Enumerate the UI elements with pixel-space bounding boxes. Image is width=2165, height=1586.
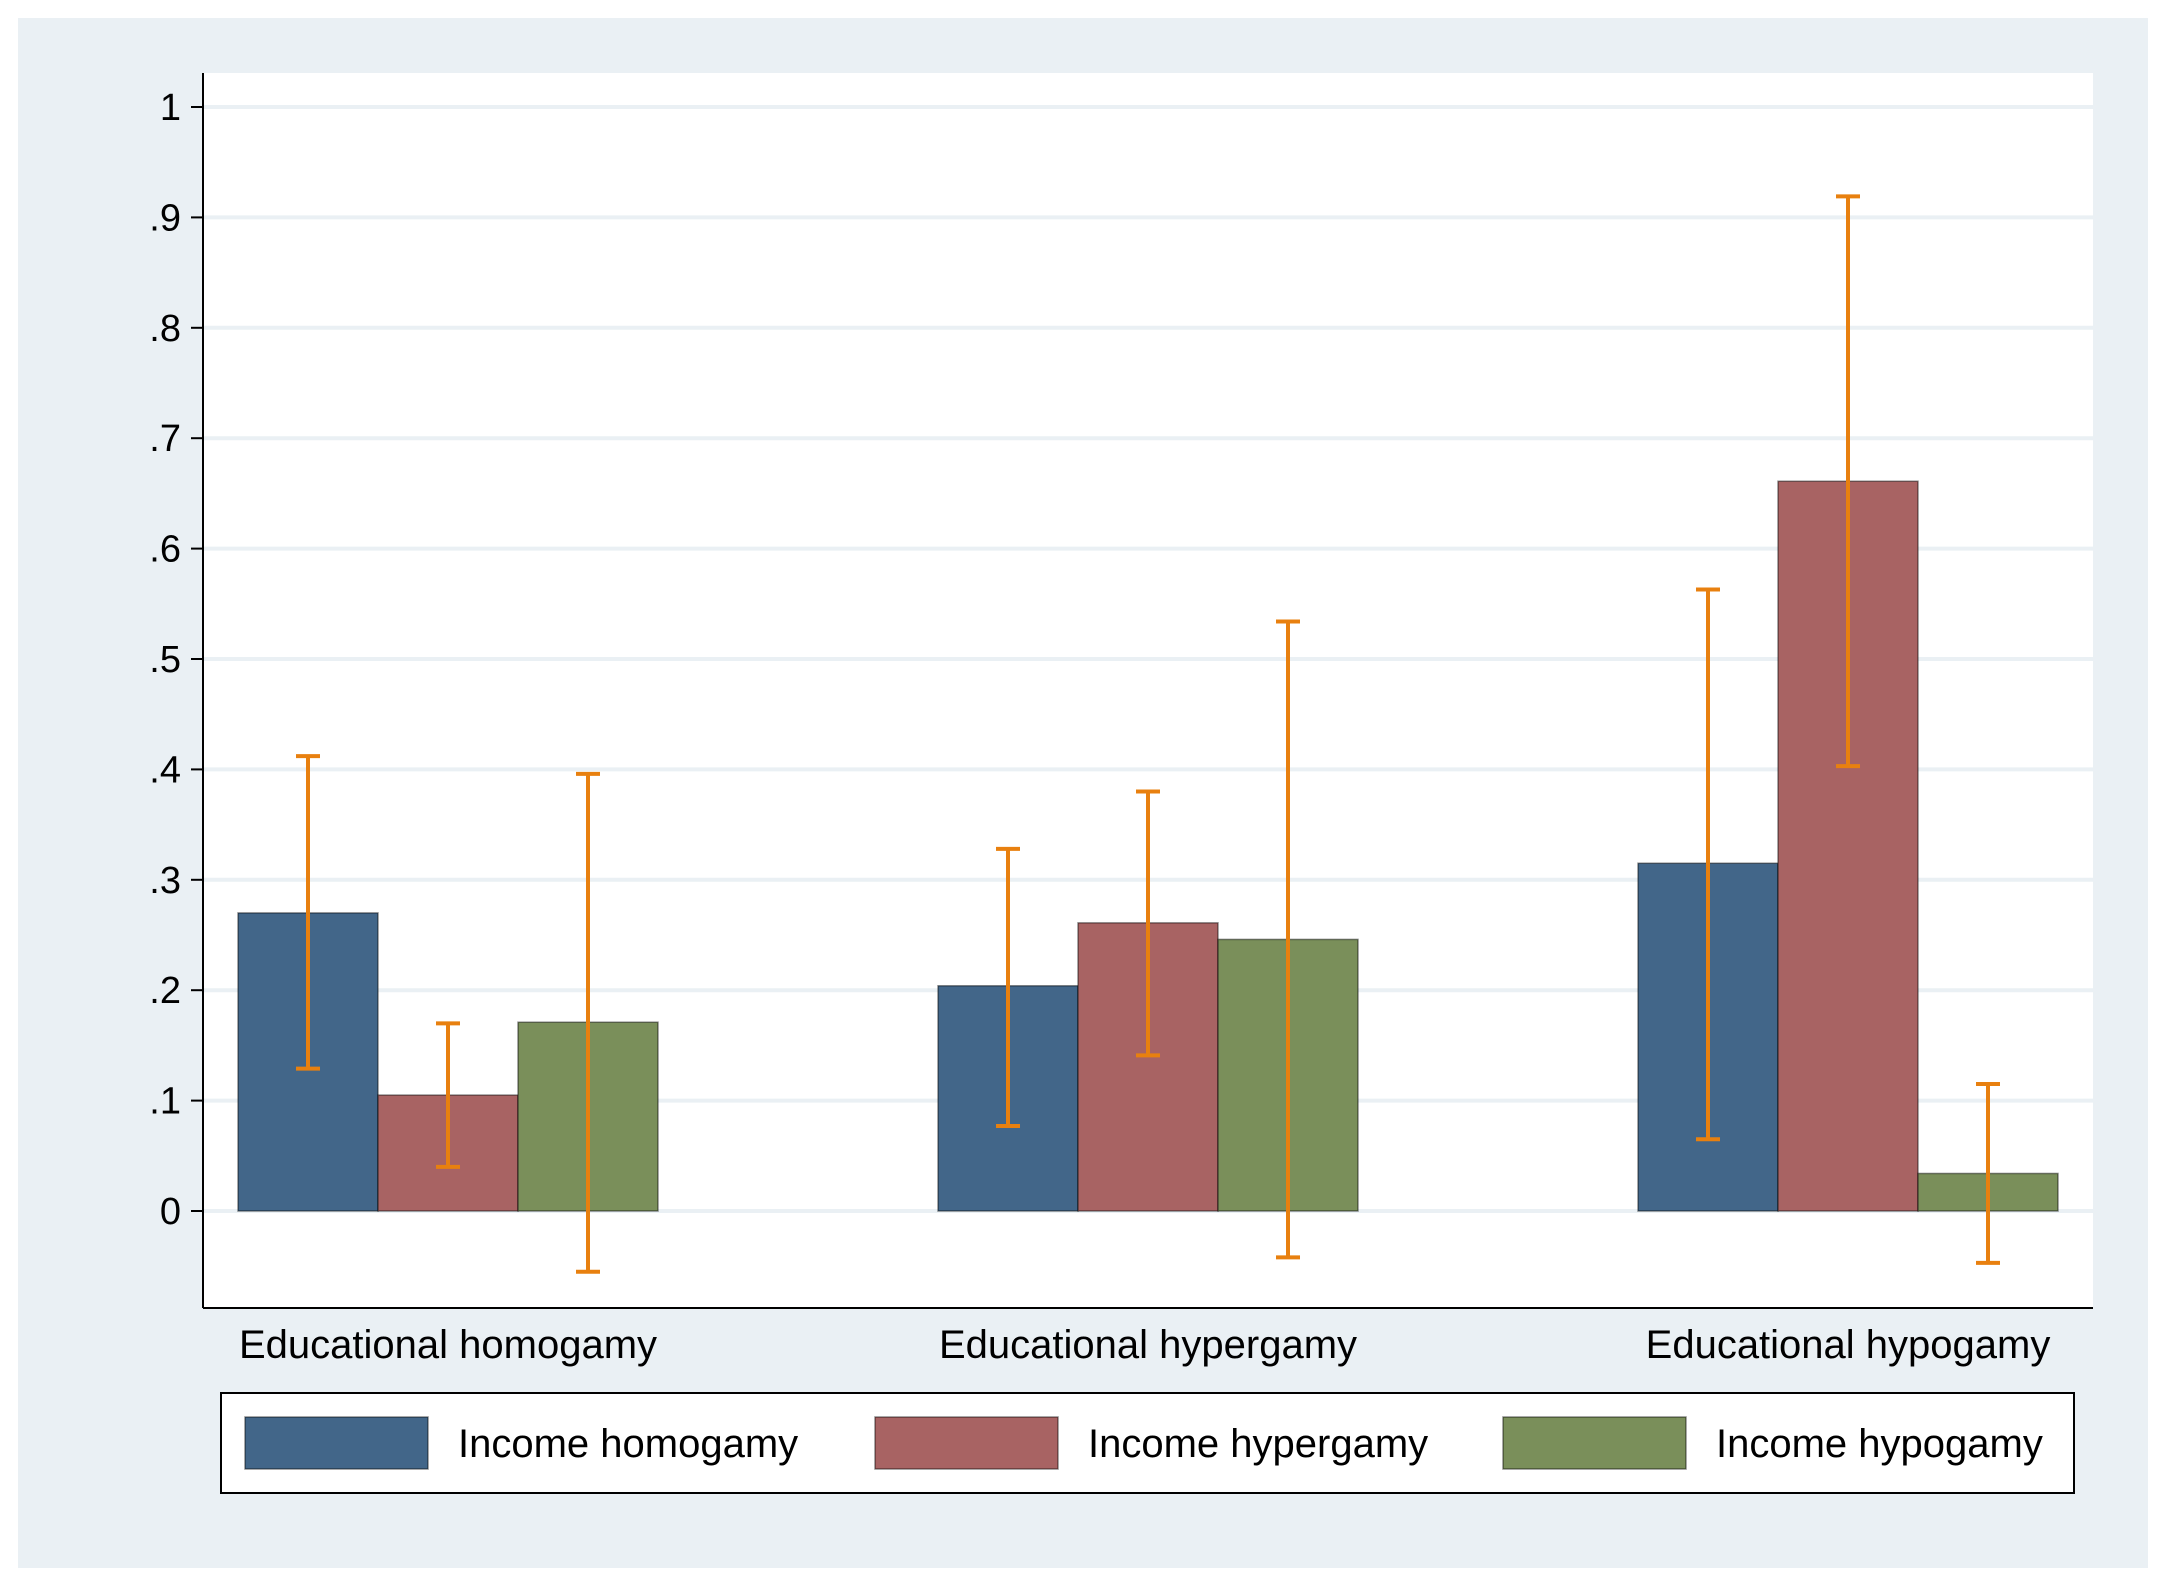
y-tick-label: .7 [149, 418, 181, 460]
error-bar [1976, 1082, 2000, 1265]
legend-label: Income hypergamy [1088, 1422, 1428, 1466]
chart-background: 0 .1 .2 .3 .4 .5 .6 .7 .8 .9 1 Educational homogam… [18, 18, 2148, 1568]
error-bar [1276, 619, 1300, 1260]
y-tick-label: .5 [149, 639, 181, 681]
category-label: Educational hypogamy [1646, 1323, 2051, 1367]
y-tick-label: .3 [149, 860, 181, 902]
error-bars [296, 194, 2000, 1274]
y-tick-label: .6 [149, 529, 181, 571]
legend-label: Income hypogamy [1716, 1422, 2043, 1466]
bar-chart: 0 .1 .2 .3 .4 .5 .6 .7 .8 .9 1 Educational homogam… [149, 73, 2093, 1494]
error-bar [1136, 789, 1160, 1058]
category-label: Educational hypergamy [939, 1323, 1357, 1367]
y-tick-label: .8 [149, 308, 181, 350]
y-tick-label: .1 [149, 1081, 181, 1123]
error-bar [996, 846, 1020, 1128]
y-tick-label: 0 [160, 1191, 181, 1233]
legend: Income homogamy Income hypergamy Income hy… [220, 1392, 2075, 1494]
error-bar [1836, 194, 1860, 769]
legend-swatch [1502, 1416, 1687, 1470]
error-bar [436, 1021, 460, 1169]
y-tick-label: .9 [149, 197, 181, 239]
y-tick-label: 1 [160, 87, 181, 129]
legend-swatch [244, 1416, 429, 1470]
y-tick-label: .2 [149, 970, 181, 1012]
category-labels: Educational homogamy Educational hypergam… [239, 1323, 2050, 1367]
legend-swatch [874, 1416, 1059, 1470]
error-bar [296, 754, 320, 1071]
error-bar [576, 771, 600, 1274]
error-bar [1696, 587, 1720, 1142]
legend-box [220, 1392, 2075, 1494]
legend-label: Income homogamy [458, 1422, 798, 1466]
y-tick-label: .4 [149, 749, 181, 791]
category-label: Educational homogamy [239, 1323, 657, 1367]
y-ticks: 0 .1 .2 .3 .4 .5 .6 .7 .8 .9 1 [149, 87, 203, 1233]
